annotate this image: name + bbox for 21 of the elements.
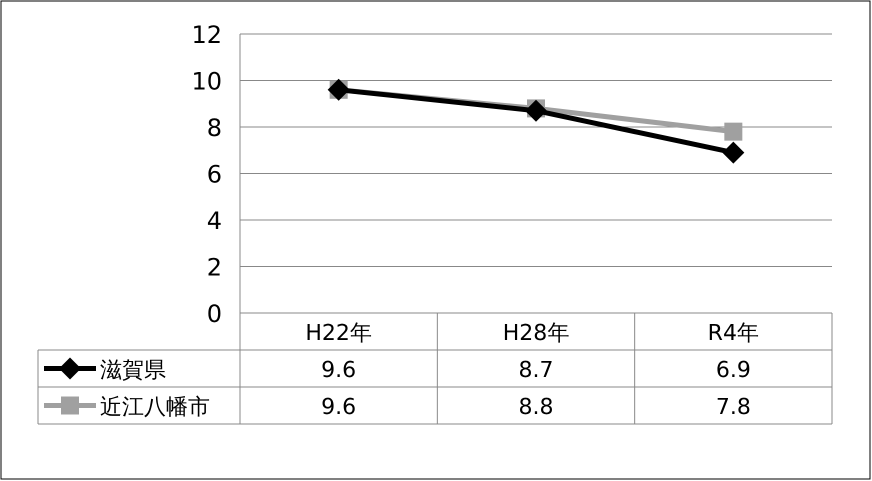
x-tick-label: H28年: [502, 321, 570, 346]
y-tick-label: 6: [206, 160, 222, 188]
point: [722, 142, 744, 164]
data-label: 7.8: [716, 395, 751, 420]
y-tick-label: 2: [206, 254, 222, 282]
point: [724, 122, 742, 141]
legend-label: 滋賀県: [100, 358, 166, 383]
data-label: 9.6: [321, 358, 356, 383]
y-tick-label: 4: [206, 207, 222, 235]
data-label: 8.7: [518, 358, 554, 383]
data-label: 6.9: [716, 358, 751, 383]
y-tick-label: 12: [191, 21, 222, 49]
legend-label: 近江八幡市: [100, 395, 210, 420]
y-tick-label: 8: [206, 114, 222, 142]
point: [525, 100, 547, 122]
data-label: 8.8: [518, 395, 554, 420]
y-tick-label: 10: [191, 68, 222, 96]
data-label: 9.6: [321, 395, 356, 420]
y-tick-label: 0: [206, 300, 222, 328]
x-tick-label: H22年: [305, 321, 372, 346]
x-tick-label: R4年: [708, 321, 759, 346]
